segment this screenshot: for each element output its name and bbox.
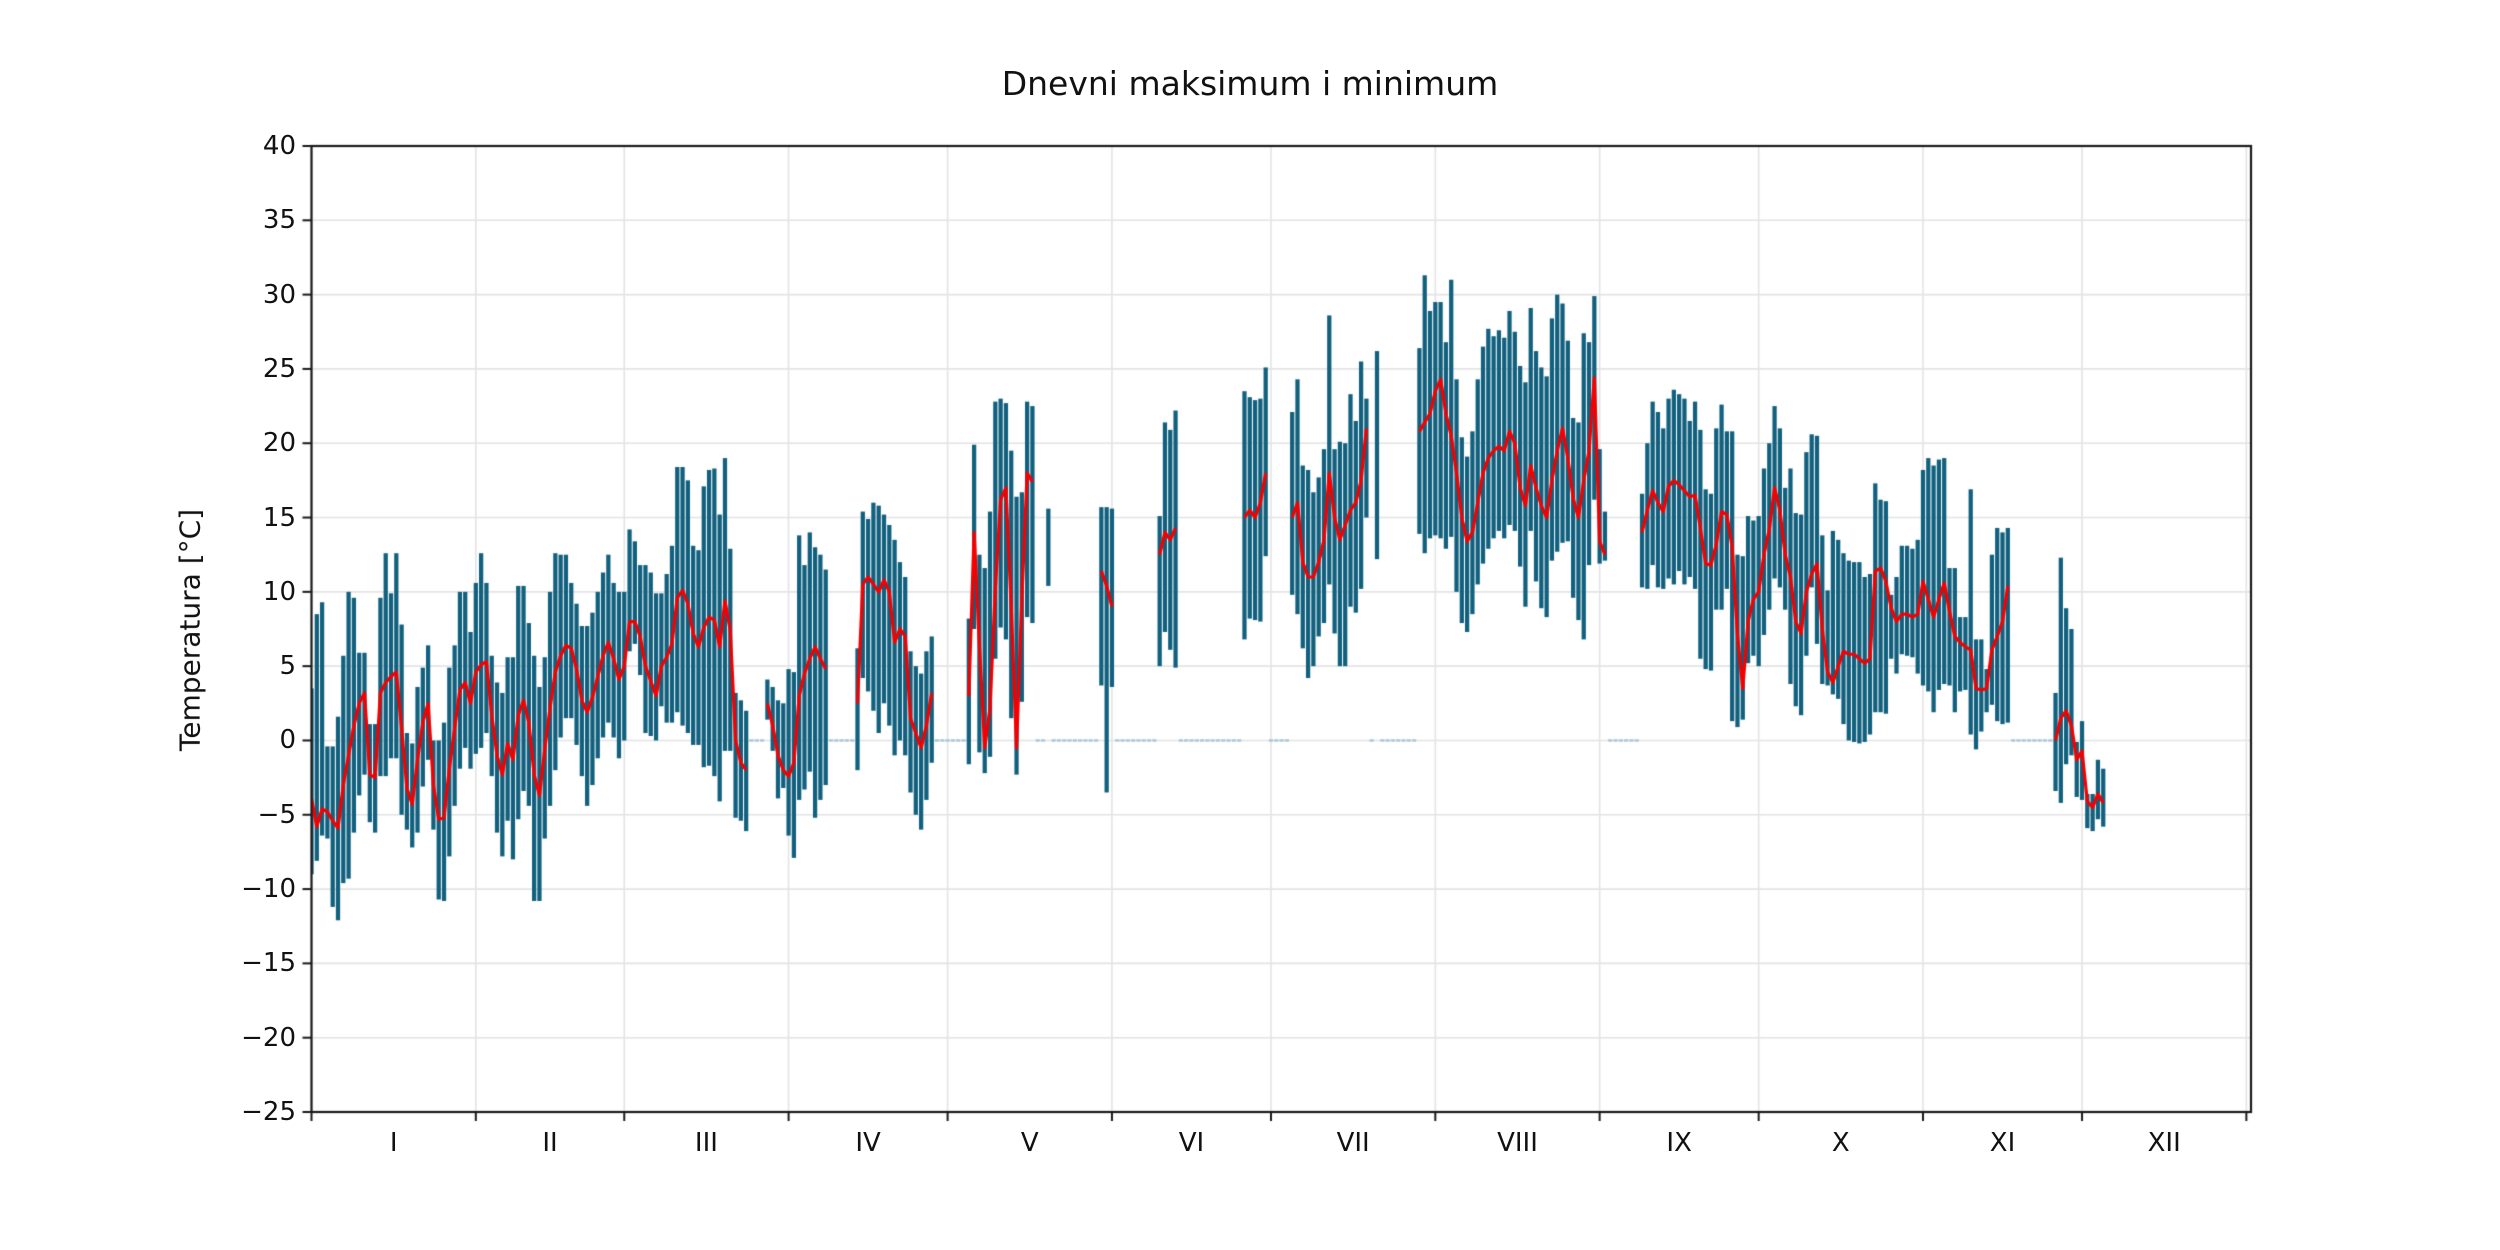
x-tick-label: I: [389, 1128, 398, 1158]
y-tick-label: −5: [257, 799, 296, 830]
y-tick-label: −20: [241, 1022, 296, 1053]
y-tick-label: 30: [262, 279, 296, 310]
y-tick-label: −25: [241, 1097, 296, 1127]
x-tick-label: VII: [1336, 1128, 1370, 1158]
x-tick-label: II: [542, 1128, 558, 1158]
x-tick-label: X: [1831, 1128, 1850, 1158]
y-tick-label: 10: [262, 576, 296, 607]
y-tick-label: −10: [241, 874, 296, 905]
y-tick-label: 0: [279, 725, 296, 756]
x-tick-label: VIII: [1497, 1128, 1538, 1158]
y-axis-label: Temperatura [°C]: [173, 508, 207, 752]
x-tick-label: V: [1020, 1128, 1039, 1158]
x-tick-label: IX: [1666, 1128, 1692, 1158]
x-tick-label: III: [694, 1128, 718, 1158]
y-tick-label: 5: [279, 651, 296, 682]
x-tick-label: XII: [2147, 1128, 2181, 1158]
x-tick-label: VI: [1178, 1128, 1205, 1158]
y-tick-label: 20: [262, 428, 296, 459]
y-tick-label: 35: [262, 205, 296, 236]
chart-title: Dnevni maksimum i minimum: [1001, 64, 1499, 103]
x-tick-label: IV: [855, 1128, 881, 1158]
x-tick-label: XI: [1989, 1128, 2016, 1158]
y-tick-label: −15: [241, 948, 296, 979]
y-tick-label: 15: [262, 502, 296, 533]
y-tick-label: 25: [262, 353, 296, 384]
y-tick-label: 40: [262, 131, 296, 161]
